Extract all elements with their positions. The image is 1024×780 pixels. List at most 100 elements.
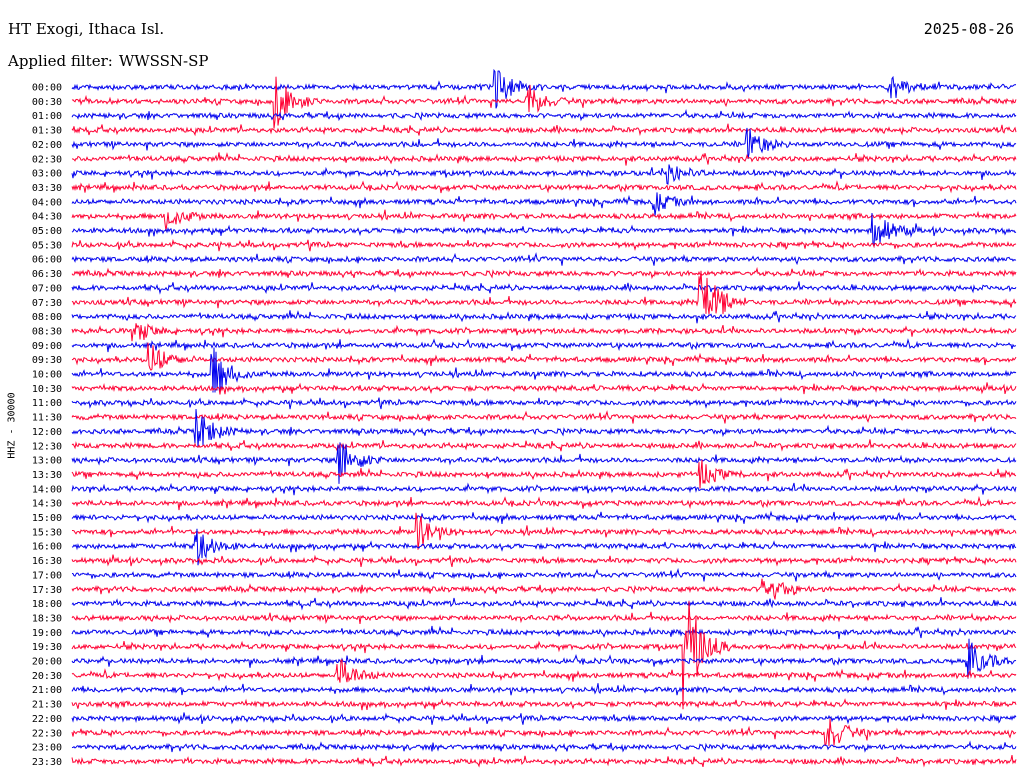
trace-line — [71, 638, 1017, 679]
time-label: 02:30 — [32, 154, 62, 165]
trace-line — [71, 495, 1017, 511]
trace-line — [71, 683, 1017, 696]
time-label: 17:30 — [32, 585, 62, 596]
trace-line — [71, 180, 1017, 194]
time-label: 12:00 — [32, 427, 62, 438]
trace-line — [71, 439, 1017, 452]
time-label: 02:00 — [32, 140, 62, 151]
trace-line — [71, 310, 1017, 324]
time-label: 20:00 — [32, 657, 62, 668]
trace-line — [71, 192, 1017, 217]
trace-line — [71, 567, 1017, 582]
time-label: 08:00 — [32, 312, 62, 323]
trace-line — [71, 252, 1017, 266]
time-label: 13:00 — [32, 456, 62, 467]
time-label: 21:00 — [32, 685, 62, 696]
trace-line — [71, 625, 1017, 640]
trace-line — [71, 209, 1017, 232]
trace-line — [71, 754, 1017, 768]
time-label: 07:00 — [32, 283, 62, 294]
trace-line — [71, 578, 1017, 600]
time-label: 11:30 — [32, 413, 62, 424]
trace-line — [71, 238, 1017, 252]
trace-line — [71, 410, 1017, 424]
trace-line — [71, 528, 1017, 566]
trace-line — [71, 740, 1017, 753]
trace-line — [71, 68, 1017, 109]
time-label: 18:00 — [32, 599, 62, 610]
trace-line — [71, 554, 1017, 568]
time-label: 22:30 — [32, 728, 62, 739]
time-label: 22:00 — [32, 714, 62, 725]
time-label: 11:00 — [32, 398, 62, 409]
time-label: 13:30 — [32, 470, 62, 481]
trace-line — [71, 266, 1017, 280]
trace-line — [71, 76, 1017, 129]
trace-line — [71, 600, 1017, 710]
time-label: 08:30 — [32, 326, 62, 337]
trace-line — [71, 396, 1017, 410]
time-label: 19:30 — [32, 642, 62, 653]
trace-line — [71, 659, 1017, 683]
trace-line — [71, 323, 1017, 342]
trace-line — [71, 482, 1017, 496]
time-label: 14:30 — [32, 499, 62, 510]
time-label: 01:30 — [32, 126, 62, 137]
filter-value: WWSSN-SP — [118, 52, 209, 70]
time-label: 20:30 — [32, 671, 62, 682]
time-label: 16:00 — [32, 542, 62, 553]
time-labels: 00:00 00:30 01:00 01:30 02:00 02:30 03:00 03:30… — [32, 83, 62, 768]
time-label: 10:30 — [32, 384, 62, 395]
time-label: 00:30 — [32, 97, 62, 108]
time-label: 01:00 — [32, 111, 62, 122]
trace-line — [71, 442, 1017, 484]
trace-line — [71, 164, 1017, 185]
time-label: 18:30 — [32, 613, 62, 624]
date-label: 2025-08-26 — [923, 20, 1014, 38]
time-label: 06:30 — [32, 269, 62, 280]
trace-line — [72, 512, 1017, 550]
time-label: 10:00 — [32, 370, 62, 381]
trace-line — [71, 338, 1017, 353]
trace-line — [71, 270, 1017, 315]
time-label: 05:00 — [32, 226, 62, 237]
time-label: 23:00 — [32, 743, 62, 754]
station-title: HT Exogi, Ithaca Isl. — [8, 20, 165, 38]
trace-line — [71, 342, 1017, 371]
trace-rows — [71, 68, 1017, 768]
trace-line — [71, 382, 1017, 395]
time-label: 12:30 — [32, 441, 62, 452]
time-label: 16:30 — [32, 556, 62, 567]
time-label: 03:00 — [32, 169, 62, 180]
time-label: 15:30 — [32, 527, 62, 538]
time-label: 09:30 — [32, 355, 62, 366]
trace-line — [71, 510, 1017, 524]
time-label: 05:30 — [32, 240, 62, 251]
filter-label: Applied filter: — [8, 52, 113, 70]
filter-line: Applied filter: WWSSN-SP — [8, 52, 209, 70]
trace-line — [71, 718, 1017, 747]
trace-line — [71, 123, 1017, 137]
time-label: 17:00 — [32, 570, 62, 581]
trace-line — [71, 152, 1017, 166]
time-label: 03:30 — [32, 183, 62, 194]
time-label: 04:00 — [32, 197, 62, 208]
trace-line — [71, 597, 1017, 611]
time-label: 15:00 — [32, 513, 62, 524]
time-label: 07:30 — [32, 298, 62, 309]
trace-line — [71, 212, 1017, 249]
time-label: 14:00 — [32, 484, 62, 495]
time-label: 21:30 — [32, 700, 62, 711]
trace-line — [71, 712, 1017, 725]
trace-line — [71, 127, 1017, 160]
time-label: 19:00 — [32, 628, 62, 639]
trace-line — [71, 108, 1017, 122]
trace-line — [71, 347, 1017, 393]
trace-line — [71, 459, 1017, 489]
trace-line — [71, 281, 1017, 295]
trace-line — [71, 409, 1017, 448]
time-label: 00:00 — [32, 83, 62, 94]
time-label: 04:30 — [32, 212, 62, 223]
trace-line — [71, 698, 1017, 711]
